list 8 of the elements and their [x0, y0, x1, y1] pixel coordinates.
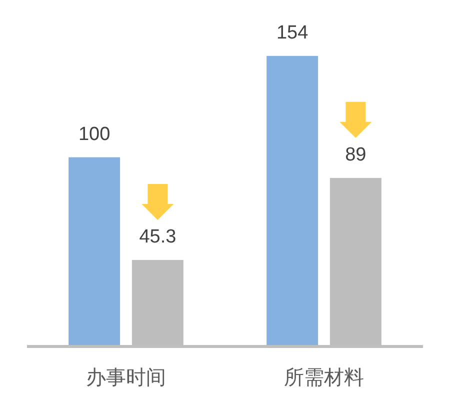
- x-tick-label: 所需材料: [284, 367, 364, 389]
- data-label: 89: [345, 144, 366, 166]
- data-label: 45.3: [139, 226, 176, 248]
- data-label: 100: [78, 124, 110, 145]
- x-tick-label: 办事时间: [86, 367, 166, 389]
- bar: [68, 157, 120, 345]
- bar: [266, 56, 318, 345]
- data-label: 154: [276, 22, 309, 44]
